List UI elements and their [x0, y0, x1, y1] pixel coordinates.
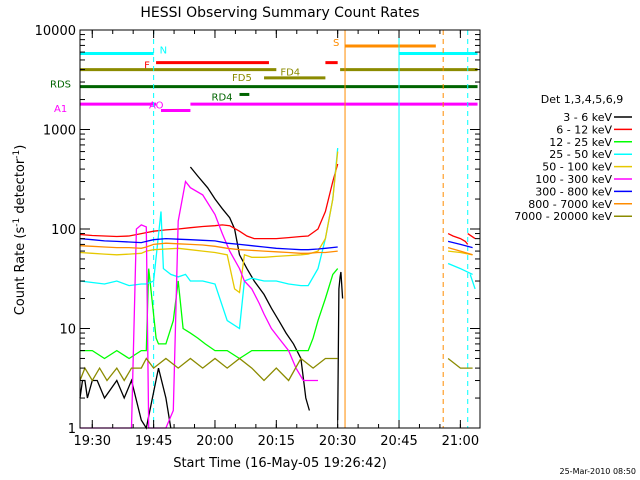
y-label-part3: )	[13, 145, 28, 150]
series-line-2-0	[80, 268, 339, 360]
timestamp: 25-Mar-2010 08:50	[560, 467, 637, 476]
series-line-1-1	[447, 233, 469, 245]
series-line-8-1	[447, 357, 473, 369]
legend-entry-label: 300 - 800 keV	[535, 185, 612, 198]
flag-label-a1: A1	[54, 104, 67, 115]
y-tick-label: 1	[68, 422, 76, 437]
legend-entry-label: 100 - 300 keV	[535, 173, 612, 186]
vertical-markers	[153, 30, 469, 428]
x-tick-label: 20:45	[380, 434, 417, 449]
flag-label-fd4: FD4	[280, 68, 300, 79]
series-line-3-1	[447, 262, 473, 275]
y-label-part2: detector	[13, 158, 28, 218]
legend-entry-label: 3 - 6 keV	[563, 111, 612, 124]
series-line-6-1	[447, 240, 473, 249]
x-tick-label: 19:45	[135, 434, 172, 449]
y-tick-label: 100	[51, 223, 76, 238]
series-line-1-0	[79, 163, 339, 240]
x-tick-label: 20:15	[258, 434, 295, 449]
y-axis: 1 10 100 1000 10000	[35, 24, 480, 437]
flag-label-rd4: RD4	[212, 92, 233, 103]
legend-entry-label: 800 - 7000 keV	[528, 198, 612, 211]
x-tick-label: 20:00	[196, 434, 233, 449]
x-tick-label: 19:30	[74, 434, 111, 449]
series-line-7-1	[447, 246, 473, 256]
y-label-part1: Count Rate (s	[13, 227, 28, 316]
x-tick-label: 21:00	[442, 434, 479, 449]
series-lines	[79, 148, 476, 430]
series-line-3-2	[469, 274, 476, 290]
flag-label-n: N	[160, 46, 167, 57]
series-line-4-0	[79, 151, 339, 294]
legend-entry-label: 12 - 25 keV	[549, 136, 612, 149]
y-tick-label: 10	[59, 323, 76, 338]
flag-label-fd5: FD5	[232, 73, 252, 84]
x-axis: 19:30 19:45 20:00 20:15 20:30 20:45 21:00	[74, 30, 479, 449]
flag-label-rd5: RDS	[50, 80, 71, 91]
flag-label-f: F	[144, 61, 150, 72]
series-line-0-0	[79, 367, 172, 430]
y-label-sup2: -1	[12, 150, 22, 159]
legend-entry-label: 25 - 50 keV	[549, 148, 612, 161]
series-line-5-0	[80, 179, 318, 429]
flag-label-s: S	[333, 38, 339, 49]
series-line-3-0	[79, 148, 339, 330]
legend-entry-label: 6 - 12 keV	[556, 123, 612, 136]
series-line-7-0	[79, 242, 338, 254]
chart-title: HESSI Observing Summary Count Rates	[140, 5, 419, 21]
series-line-0-2	[337, 271, 344, 421]
y-tick-label: 1000	[43, 124, 76, 139]
series-line-1-2	[467, 233, 476, 240]
series-line-0-1	[189, 166, 311, 411]
series-line-8-0	[79, 357, 338, 382]
legend-entry-label: 7000 - 20000 keV	[514, 210, 612, 223]
series-line-6-0	[79, 237, 338, 251]
legend-entry-label: 50 - 100 keV	[542, 161, 612, 174]
y-axis-label: Count Rate (s-1 detector-1)	[12, 145, 28, 316]
legend-title: Det 1,3,4,5,6,9	[541, 93, 624, 106]
x-tick-label: 20:30	[319, 434, 356, 449]
y-label-sup1: -1	[12, 218, 22, 227]
flag-bars: N S F FD4 FD5 RDS RD4 A1 AO	[50, 38, 478, 115]
flag-label-ao: AO	[149, 101, 164, 112]
y-tick-label: 10000	[35, 24, 76, 39]
x-axis-label: Start Time (16-May-05 19:26:42)	[173, 456, 387, 471]
